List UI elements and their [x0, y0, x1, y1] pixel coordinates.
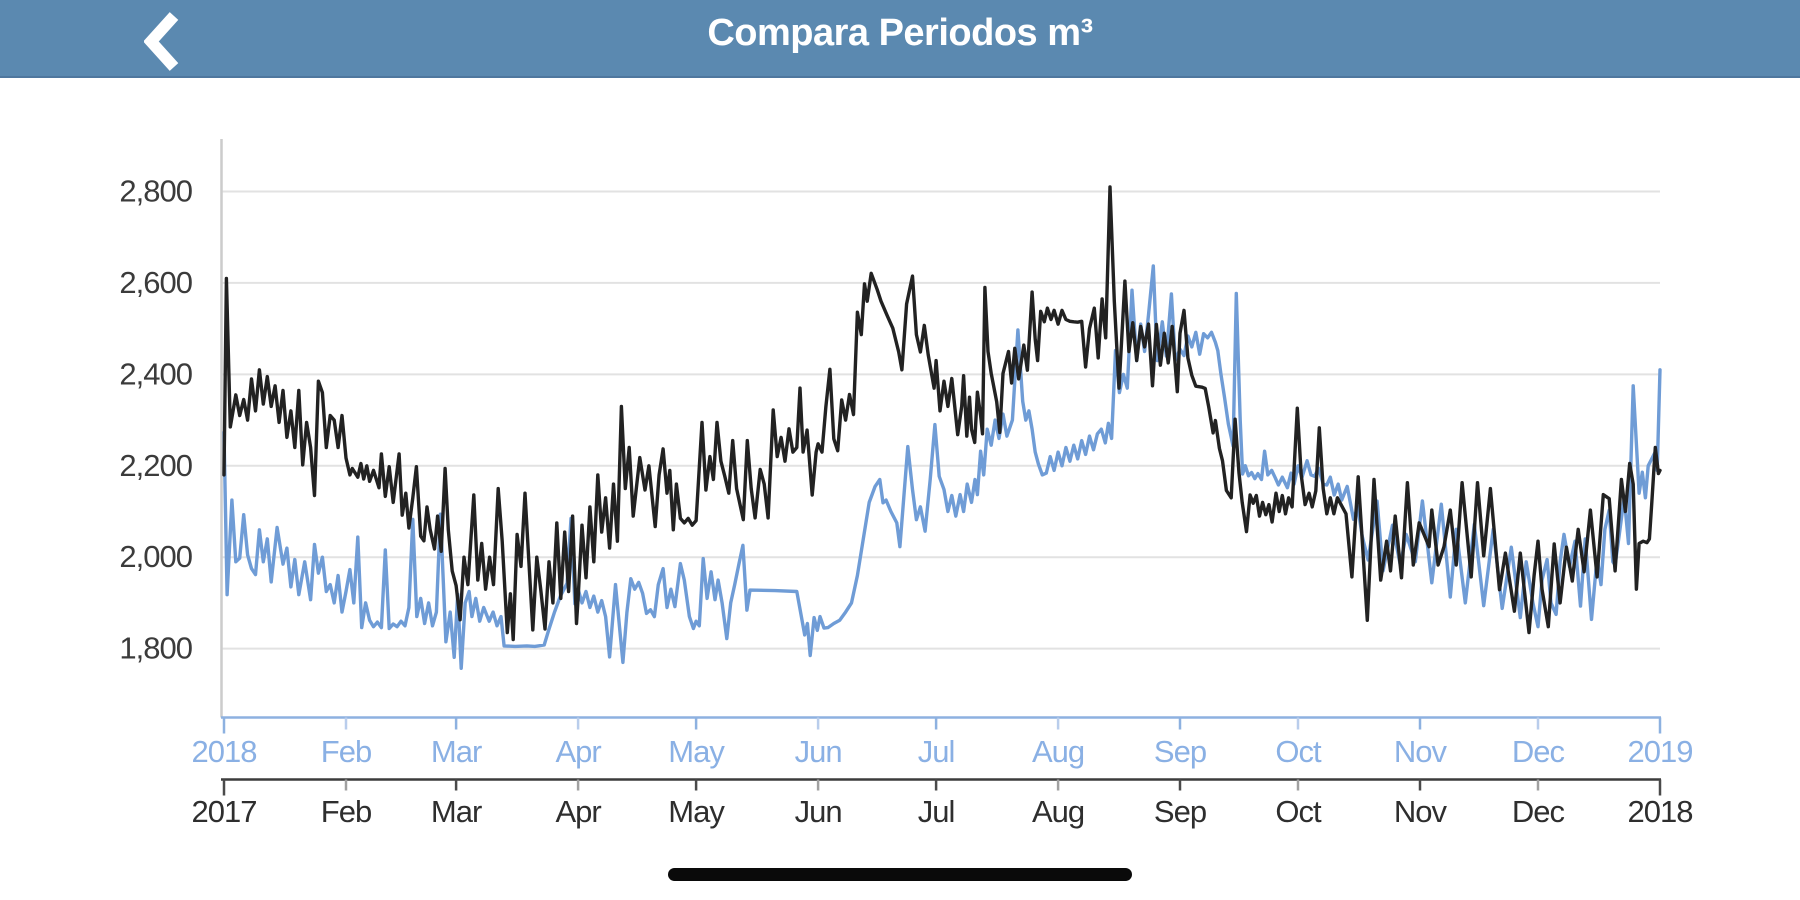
svg-text:Feb: Feb: [321, 734, 371, 769]
svg-text:May: May: [668, 794, 725, 829]
svg-text:2017: 2017: [192, 794, 257, 829]
svg-text:Aug: Aug: [1032, 734, 1084, 769]
svg-text:Feb: Feb: [321, 794, 371, 829]
svg-text:Oct: Oct: [1275, 794, 1322, 829]
svg-text:Apr: Apr: [555, 794, 601, 829]
svg-text:Jul: Jul: [918, 794, 955, 829]
svg-text:May: May: [668, 734, 725, 769]
svg-text:2,600: 2,600: [119, 265, 192, 300]
svg-text:Jun: Jun: [795, 734, 842, 769]
svg-text:Mar: Mar: [431, 794, 482, 829]
svg-text:2018: 2018: [192, 734, 257, 769]
svg-text:2,000: 2,000: [119, 539, 192, 574]
svg-text:Jun: Jun: [795, 794, 842, 829]
svg-text:Nov: Nov: [1394, 794, 1448, 829]
svg-text:Apr: Apr: [555, 734, 601, 769]
svg-text:Sep: Sep: [1154, 794, 1206, 829]
svg-text:2,200: 2,200: [119, 448, 192, 483]
svg-text:Sep: Sep: [1154, 734, 1206, 769]
svg-text:Dec: Dec: [1512, 734, 1565, 769]
svg-text:Mar: Mar: [431, 734, 482, 769]
svg-text:1,800: 1,800: [119, 631, 192, 666]
svg-text:Dec: Dec: [1512, 794, 1565, 829]
svg-text:2019: 2019: [1628, 734, 1693, 769]
svg-text:2018: 2018: [1628, 794, 1693, 829]
svg-text:2,400: 2,400: [119, 356, 192, 391]
svg-text:Nov: Nov: [1394, 734, 1448, 769]
svg-text:2,800: 2,800: [119, 174, 192, 209]
svg-text:Jul: Jul: [918, 734, 955, 769]
svg-text:Aug: Aug: [1032, 794, 1084, 829]
svg-text:Oct: Oct: [1275, 734, 1322, 769]
